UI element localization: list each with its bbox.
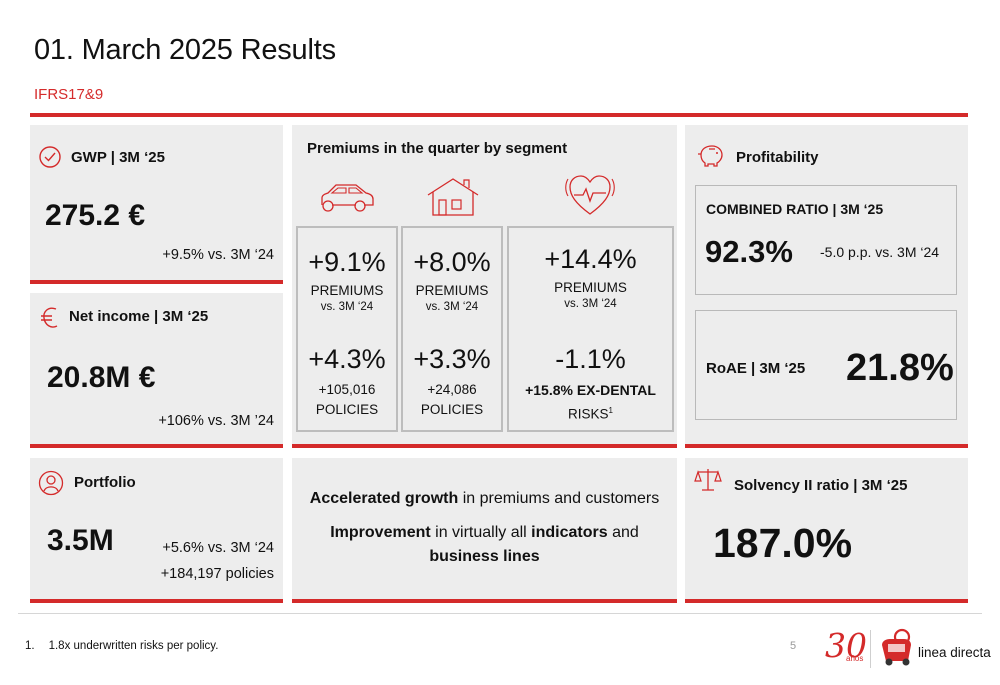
- page-title: 01. March 2025 Results: [34, 34, 336, 66]
- home-policies-label: POLICIES: [420, 402, 484, 417]
- home-premiums-pct: +8.0%: [413, 247, 491, 277]
- gwp-label: GWP | 3M ‘25: [71, 149, 165, 166]
- health-footnote-ref: 1: [608, 406, 613, 415]
- summary-line-1: Accelerated growth in premiums and custo…: [292, 490, 677, 508]
- scales-icon: [694, 469, 722, 491]
- health-risks: RISKS1: [509, 402, 672, 423]
- health-premiums-pct: +14.4%: [544, 244, 637, 274]
- solvency-label: Solvency II ratio | 3M ‘25: [734, 477, 908, 494]
- summary-line-2-bold-b: indicators: [531, 524, 608, 541]
- portfolio-label: Portfolio: [74, 474, 136, 491]
- summary-line-2-bold-a: Improvement: [330, 524, 431, 541]
- net-income-label: Net income | 3M ‘25: [69, 308, 209, 325]
- roae-value: 21.8%: [846, 347, 954, 389]
- combined-ratio-change: -5.0 p.p. vs. 3M ‘24: [820, 244, 940, 260]
- gwp-value: 275.2 €: [45, 199, 146, 232]
- combined-ratio-box: COMBINED RATIO | 3M ‘25 92.3% -5.0 p.p. …: [695, 185, 957, 295]
- page-number: 5: [790, 640, 797, 652]
- logo-separator: [870, 630, 871, 668]
- segments-panel: Premiums in the quarter by segment +9.1%…: [292, 125, 677, 448]
- health-exdental: +15.8% EX-DENTAL: [525, 382, 656, 398]
- brand-name: linea directa: [918, 645, 991, 660]
- summary-line-1-bold: Accelerated growth: [309, 490, 459, 507]
- summary-line-2: Improvement in virtually all indicators …: [292, 524, 677, 542]
- piggy-bank-icon: [698, 145, 723, 167]
- net-income-panel: Net income | 3M ‘25 20.8M € +106% vs. 3M…: [30, 293, 283, 448]
- roae-label: RoAE | 3M ‘25: [706, 360, 806, 377]
- home-policies-pct: +3.3%: [413, 344, 491, 374]
- health-risks-text: RISKS: [568, 406, 609, 422]
- gwp-panel: GWP | 3M ‘25 275.2 € +9.5% vs. 3M ‘24: [30, 125, 283, 284]
- health-premiums-label: PREMIUMS: [554, 280, 627, 295]
- motor-policies-pct: +4.3%: [308, 344, 386, 374]
- net-income-value: 20.8M €: [47, 361, 156, 394]
- portfolio-policies: +184,197 policies: [160, 566, 274, 582]
- brand-logo-icon: [882, 628, 911, 666]
- page-subtitle: IFRS17&9: [34, 86, 104, 103]
- anniversary-logo-anos: años: [846, 654, 864, 663]
- motor-policies-count: +105,016: [318, 382, 376, 397]
- gwp-change: +9.5% vs. 3M ‘24: [162, 247, 274, 263]
- heart-pulse-icon: [565, 175, 615, 215]
- portfolio-value: 3.5M: [47, 524, 114, 557]
- solvency-value: 187.0%: [713, 520, 853, 566]
- home-policies-count: +24,086: [427, 382, 477, 397]
- motor-premiums-pct: +9.1%: [308, 247, 386, 277]
- footer-divider: [18, 613, 982, 614]
- house-icon: [427, 178, 479, 216]
- home-premiums-vs: vs. 3M ‘24: [425, 301, 479, 313]
- segments-title: Premiums in the quarter by segment: [307, 140, 568, 157]
- home-premiums-label: PREMIUMS: [415, 283, 489, 298]
- segment-home: +8.0% PREMIUMS vs. 3M ‘24 +3.3% +24,086 …: [401, 226, 503, 432]
- segment-motor: +9.1% PREMIUMS vs. 3M ‘24 +4.3% +105,016…: [296, 226, 398, 432]
- footnote: 1. 1.8x underwritten risks per policy.: [25, 640, 218, 652]
- profitability-title: Profitability: [736, 149, 819, 166]
- portfolio-panel: Portfolio 3.5M +5.6% vs. 3M ‘24 +184,197…: [30, 458, 283, 603]
- net-income-change: +106% vs. 3M ’24: [158, 413, 274, 429]
- profitability-panel: Profitability COMBINED RATIO | 3M ‘25 92…: [685, 125, 968, 448]
- solvency-panel: Solvency II ratio | 3M ‘25 187.0%: [685, 458, 968, 603]
- person-icon: [38, 470, 64, 496]
- segment-health: +14.4% PREMIUMS vs. 3M ‘24 -1.1% +15.8% …: [507, 226, 674, 432]
- anniversary-logo: 30: [825, 626, 867, 665]
- motor-premiums-label: PREMIUMS: [310, 283, 384, 298]
- portfolio-change: +5.6% vs. 3M ‘24: [162, 540, 274, 556]
- motor-policies-label: POLICIES: [315, 402, 379, 417]
- footnote-number: 1.: [25, 640, 35, 652]
- health-premiums-vs: vs. 3M ‘24: [564, 298, 617, 310]
- combined-ratio-label: COMBINED RATIO | 3M ‘25: [706, 201, 884, 217]
- combined-ratio-value: 92.3%: [705, 234, 793, 269]
- car-icon: [321, 184, 374, 212]
- summary-panel: Accelerated growth in premiums and custo…: [292, 458, 677, 603]
- summary-line-2-mid: in virtually all: [430, 524, 532, 541]
- roae-box: RoAE | 3M ‘25 21.8%: [695, 310, 957, 420]
- summary-line-2-end: and: [607, 524, 639, 541]
- motor-premiums-vs: vs. 3M ‘24: [320, 301, 374, 313]
- check-circle-icon: [39, 146, 61, 168]
- summary-line-1-rest: in premiums and customers: [458, 490, 660, 507]
- header-divider: [30, 113, 968, 117]
- summary-line-3-bold: business lines: [429, 548, 540, 565]
- health-policies-pct: -1.1%: [555, 344, 626, 374]
- footnote-text: 1.8x underwritten risks per policy.: [48, 640, 219, 652]
- euro-icon: [41, 307, 58, 328]
- summary-line-3: business lines: [292, 548, 677, 566]
